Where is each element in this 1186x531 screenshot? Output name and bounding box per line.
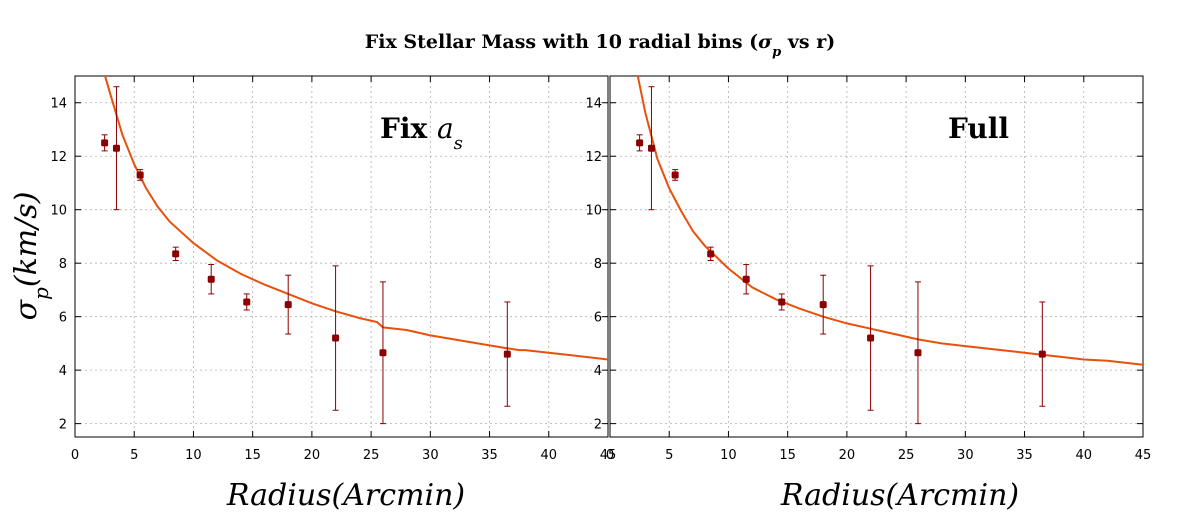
data-point	[778, 298, 786, 306]
x-tick-label: 5	[665, 448, 673, 463]
x-tick-label: 10	[720, 448, 737, 463]
x-tick-label: 5	[130, 448, 138, 463]
chart-panel-2: 0 5 10 15 20 25 30 35 40 45 2 4 6 8 10 12 14 Full Radius(A…	[585, 75, 1152, 513]
data-point	[172, 250, 180, 258]
x-axis-label: Radius(Arcmin)	[226, 478, 465, 513]
y-tick-label: 6	[59, 311, 67, 326]
y-tick-label: 14	[50, 97, 67, 112]
x-tick-label: 15	[244, 448, 261, 463]
x-tick-label: 15	[779, 448, 796, 463]
y-tick-label: 12	[50, 150, 67, 165]
y-tick-label: 10	[585, 204, 602, 219]
y-tick-label: 12	[585, 150, 602, 165]
x-tick-label: 40	[541, 448, 558, 463]
y-tick-label: 8	[59, 257, 67, 272]
x-tick-label: 25	[363, 448, 380, 463]
data-point	[914, 349, 922, 357]
data-point	[332, 334, 340, 342]
y-tick-label: 4	[59, 364, 67, 379]
model-curve	[636, 76, 1143, 366]
data-point	[243, 298, 251, 306]
data-point	[1038, 350, 1046, 358]
data-point	[647, 144, 655, 152]
x-tick-label: 35	[481, 448, 498, 463]
plot-frame	[609, 75, 1144, 438]
y-tick-label: 2	[594, 418, 602, 433]
x-tick-label: 40	[1076, 448, 1093, 463]
x-tick-label: 20	[839, 448, 856, 463]
data-point	[112, 144, 120, 152]
y-tick-label: 14	[585, 97, 602, 112]
panel-label: Full	[948, 112, 1009, 145]
data-point	[671, 171, 679, 179]
data-point	[101, 139, 109, 147]
x-tick-label: 30	[422, 448, 439, 463]
x-tick-label: 20	[304, 448, 321, 463]
x-tick-label: 25	[898, 448, 915, 463]
y-tick-label: 4	[594, 364, 602, 379]
x-tick-label: 45	[1135, 448, 1152, 463]
data-point	[379, 349, 387, 357]
y-tick-label: 8	[594, 257, 602, 272]
data-point	[867, 334, 875, 342]
data-point	[819, 301, 827, 309]
x-tick-label: 0	[606, 448, 614, 463]
x-tick-label: 45	[600, 448, 617, 463]
data-point	[503, 350, 511, 358]
x-tick-label: 35	[1016, 448, 1033, 463]
y-tick-label: 6	[594, 311, 602, 326]
plot-frame	[74, 75, 609, 438]
y-axis-label: σp(km/s)	[9, 192, 53, 321]
panel-label: Fix as	[380, 112, 463, 154]
x-tick-label: 0	[71, 448, 79, 463]
x-axis-label: Radius(Arcmin)	[780, 478, 1019, 513]
x-tick-label: 30	[957, 448, 974, 463]
chart-title: Fix Stellar Mass with 10 radial bins (σp…	[365, 31, 835, 60]
data-point	[207, 275, 215, 283]
data-point	[136, 171, 144, 179]
data-point	[636, 139, 644, 147]
y-tick-label: 10	[50, 204, 67, 219]
data-point	[742, 275, 750, 283]
data-point	[707, 250, 715, 258]
y-tick-label: 2	[59, 418, 67, 433]
model-curve	[103, 76, 608, 361]
data-point	[284, 301, 292, 309]
x-tick-label: 10	[185, 448, 202, 463]
